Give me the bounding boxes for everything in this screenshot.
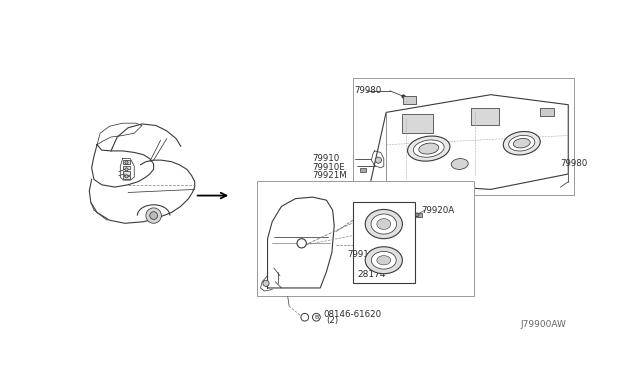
Text: 79910EB: 79910EB [348,250,386,259]
Bar [540,108,554,116]
Ellipse shape [377,256,391,265]
Text: 79921M: 79921M [312,171,348,180]
Bar [353,78,575,195]
Circle shape [263,280,269,286]
Circle shape [125,168,128,171]
Circle shape [312,313,320,321]
Bar [124,160,129,164]
Text: 79980: 79980 [355,86,381,95]
Circle shape [297,239,307,248]
Text: 79980: 79980 [561,160,588,169]
Bar [124,176,129,179]
Bar [403,96,415,104]
Text: 79910E: 79910E [312,163,345,172]
Ellipse shape [503,131,540,155]
Bar [360,168,366,172]
Bar [353,202,415,283]
Text: J79900AW: J79900AW [520,320,566,328]
Text: 28174: 28174 [358,270,386,279]
Bar [472,108,499,125]
Circle shape [415,213,419,217]
Bar [124,171,129,175]
Ellipse shape [365,247,403,274]
Bar [402,114,433,133]
Ellipse shape [408,136,450,161]
Text: 79920A: 79920A [421,206,454,215]
Circle shape [125,161,128,164]
Text: 08146-61620: 08146-61620 [323,310,381,319]
Text: 79910: 79910 [312,154,340,163]
Ellipse shape [371,251,396,269]
Bar [257,181,474,296]
Circle shape [301,313,308,321]
Ellipse shape [365,209,403,239]
Ellipse shape [371,214,397,234]
Ellipse shape [451,158,468,169]
Circle shape [375,157,381,163]
Circle shape [150,212,157,219]
Text: B: B [314,315,319,320]
Text: (2): (2) [326,316,339,325]
Ellipse shape [509,135,535,151]
Bar [124,166,129,169]
Ellipse shape [377,219,391,230]
Circle shape [146,208,161,223]
Bar [415,212,422,217]
Ellipse shape [413,140,444,157]
Ellipse shape [513,138,530,148]
Circle shape [125,175,128,178]
Ellipse shape [419,143,439,154]
